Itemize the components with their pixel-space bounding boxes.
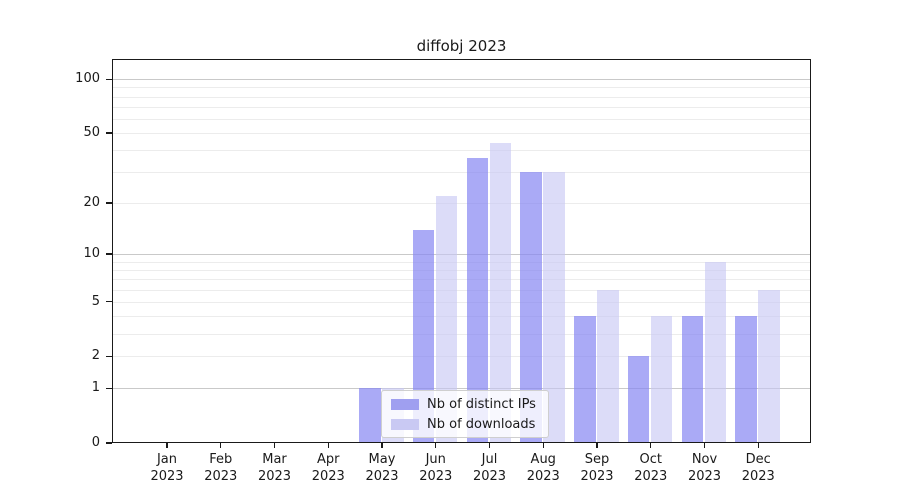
y-tick-label: 2 — [91, 348, 100, 364]
gridline-minor — [112, 333, 811, 335]
y-tick — [106, 301, 112, 303]
x-tick — [703, 443, 706, 448]
gridline-minor — [112, 172, 811, 174]
y-tick — [106, 132, 112, 134]
gridline-minor — [112, 356, 811, 358]
bar-downloads — [758, 289, 780, 442]
x-tick-label: Oct 2023 — [634, 452, 668, 484]
gridline-minor — [112, 133, 811, 135]
y-tick — [106, 253, 112, 255]
bar-downloads — [489, 142, 511, 442]
plot-border — [112, 59, 811, 443]
gridline-minor — [112, 118, 811, 120]
x-tick-label: Sep 2023 — [580, 452, 614, 484]
x-tick-label: Feb 2023 — [204, 452, 238, 484]
bar-downloads — [650, 316, 673, 442]
y-tick-label: 50 — [83, 125, 100, 141]
bar-downloads — [597, 289, 619, 442]
gridline-minor — [112, 87, 811, 89]
bar-distinct-ips — [681, 316, 703, 442]
gridline-minor — [112, 150, 811, 152]
gridline-major — [112, 253, 811, 255]
gridline-minor — [112, 203, 811, 205]
gridline-minor — [112, 279, 811, 281]
bar-downloads — [543, 172, 565, 442]
legend-item-downloads: Nb of downloads — [391, 417, 540, 432]
y-tick — [106, 78, 112, 80]
legend-swatch-downloads — [391, 418, 419, 430]
gridline-minor — [112, 269, 811, 271]
y-tick-label: 100 — [75, 71, 100, 87]
x-tick-label: Dec 2023 — [741, 452, 775, 484]
x-tick — [381, 443, 383, 448]
x-tick — [327, 443, 329, 448]
gridline-minor — [112, 261, 811, 263]
y-tick — [106, 387, 112, 389]
gridline-major — [112, 388, 811, 390]
gridline-minor — [112, 96, 811, 98]
legend-label-distinct-ips: Nb of distinct IPs — [427, 396, 536, 412]
bar-distinct-ips — [359, 388, 381, 442]
y-tick-label: 20 — [83, 195, 100, 211]
x-tick — [273, 443, 276, 448]
x-tick — [220, 443, 222, 448]
x-tick-label: Jan 2023 — [150, 452, 184, 484]
gridline-minor — [112, 316, 811, 318]
gridline-minor — [112, 106, 811, 108]
bar-distinct-ips — [466, 158, 488, 442]
x-tick — [488, 443, 491, 448]
y-tick-label: 0 — [91, 435, 100, 450]
bar-downloads — [704, 261, 726, 442]
bar-distinct-ips — [627, 356, 650, 442]
gridline-minor — [112, 289, 811, 291]
y-tick — [106, 442, 112, 444]
x-tick — [650, 443, 652, 448]
legend-label-downloads: Nb of downloads — [427, 416, 536, 432]
y-tick-label: 1 — [91, 380, 100, 396]
x-tick-label: Jun 2023 — [419, 452, 453, 484]
gridline-major — [112, 79, 811, 81]
bar-distinct-ips — [520, 172, 542, 442]
bar-distinct-ips — [735, 316, 757, 442]
y-tick — [106, 355, 112, 357]
x-tick-label: Jul 2023 — [472, 452, 507, 484]
bar-distinct-ips — [412, 229, 435, 442]
legend-swatch-distinct-ips — [391, 398, 419, 410]
legend: Nb of distinct IPs Nb of downloads — [381, 390, 549, 438]
x-tick — [166, 443, 168, 448]
x-tick-label: May 2023 — [365, 452, 399, 484]
y-tick — [106, 202, 112, 204]
gridline-minor — [112, 301, 811, 303]
legend-item-distinct-ips: Nb of distinct IPs — [391, 397, 540, 412]
x-tick — [596, 443, 598, 448]
x-tick — [435, 443, 437, 448]
x-tick-label: Mar 2023 — [257, 452, 292, 484]
x-tick — [757, 443, 759, 448]
x-tick-label: Aug 2023 — [526, 452, 560, 484]
bar-distinct-ips — [574, 316, 596, 442]
bar-downloads — [435, 195, 458, 442]
y-tick-label: 5 — [91, 293, 100, 309]
x-tick-label: Apr 2023 — [311, 452, 345, 484]
x-tick-label: Nov 2023 — [687, 452, 722, 484]
x-tick — [542, 443, 544, 448]
y-tick-label: 10 — [83, 245, 100, 261]
chart-title: diffobj 2023 — [416, 37, 507, 55]
